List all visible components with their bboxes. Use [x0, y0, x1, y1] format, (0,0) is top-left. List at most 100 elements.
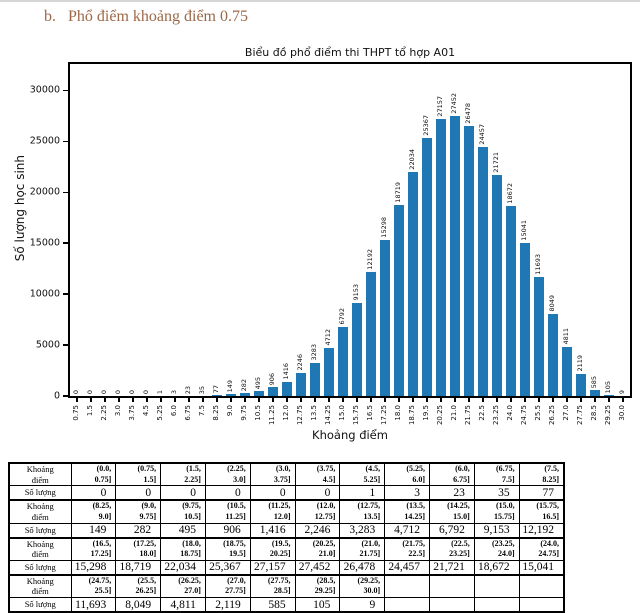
interval-cell: (7.5, 8.25]: [518, 462, 565, 487]
bar: [408, 172, 418, 396]
interval-cell: [518, 573, 565, 598]
count-cell: 3,283: [339, 522, 386, 538]
interval-cell: (3.0, 3.75]: [249, 462, 296, 487]
x-tick-label: 27.0: [562, 405, 570, 421]
count-cell: 282: [115, 522, 162, 538]
x-tick-mark: [132, 398, 134, 402]
bar: [422, 138, 432, 396]
x-tick-label: 2.25: [100, 405, 108, 421]
x-tick-mark: [314, 398, 316, 402]
count-cell: 4,811: [160, 597, 206, 613]
interval-cell: (24.75, 25.5]: [70, 573, 117, 598]
count-cell: 3: [384, 485, 430, 501]
bar-value-label: 77: [212, 384, 220, 393]
count-cell: [429, 597, 475, 613]
bar-value-label: 2119: [576, 355, 584, 372]
x-tick-label: 21.0: [450, 405, 458, 421]
bar-value-label: 3283: [310, 344, 318, 361]
table-row-counts: Số lượng 11,693 8,049 4,811 2,119 585 105 9: [8, 597, 565, 613]
bar: [380, 240, 390, 396]
interval-cell: (16.5, 17.25]: [70, 536, 117, 561]
interval-cell: (24.0, 24.75]: [518, 536, 565, 561]
heading-list-marker: b.: [44, 8, 56, 25]
x-tick-label: 26.25: [548, 405, 556, 426]
y-tick-mark: [63, 395, 68, 397]
count-cell: 0: [70, 485, 117, 501]
interval-cell: (10.5, 11.25]: [204, 499, 251, 524]
interval-cell: [429, 573, 475, 598]
x-tick-mark: [412, 398, 414, 402]
x-tick-label: 20.25: [436, 405, 444, 426]
bar-value-label: 9: [618, 389, 626, 394]
table-row-intervals: Khoảng điểm (16.5, 17.25] (17.25, 18.0] (18…: [8, 536, 565, 561]
interval-cell: (12.75, 13.5]: [339, 499, 386, 524]
interval-cell: (27.0, 27.75]: [204, 573, 251, 598]
y-tick-label: 10000: [29, 288, 60, 300]
count-cell: 585: [249, 597, 296, 613]
count-cell: 9,153: [473, 522, 520, 538]
count-cell: 25,367: [204, 559, 251, 576]
interval-cell: (9.0, 9.75]: [115, 499, 162, 524]
bar-value-label: 15298: [380, 217, 388, 238]
y-tick-label: 5000: [35, 339, 60, 351]
x-tick-label: 30.0: [618, 405, 626, 421]
count-cell: 77: [518, 485, 565, 501]
row-label-cell: Số lượng: [8, 559, 72, 576]
bar-value-label: 149: [226, 379, 234, 392]
screenshot-edge-divider: [0, 0, 640, 2]
x-tick-label: 11.25: [268, 405, 276, 426]
bar-value-label: 0: [128, 389, 136, 394]
x-tick-mark: [118, 398, 120, 402]
bar-value-label: 0: [86, 389, 94, 394]
bar-value-label: 18672: [506, 183, 514, 204]
x-tick-mark: [524, 398, 526, 402]
bar-value-label: 105: [604, 380, 612, 393]
interval-cell: (21.0, 21.75]: [339, 536, 386, 561]
interval-cell: [384, 573, 430, 598]
x-tick-label: 7.5: [198, 405, 206, 417]
row-label-cell: Khoảng điểm: [8, 462, 72, 487]
count-cell: 27,157: [249, 559, 296, 576]
interval-cell: (6.75, 7.5]: [473, 462, 520, 487]
interval-cell: (19.5, 20.25]: [249, 536, 296, 561]
y-tick-mark: [63, 293, 68, 295]
count-cell: 8,049: [115, 597, 162, 613]
x-tick-label: 22.5: [478, 405, 486, 421]
bar: [576, 374, 586, 396]
table-row-intervals: Khoảng điểm (0.0, 0.75] (0.75, 1.5] (1.5, 2…: [8, 462, 565, 487]
x-tick-label: 0.75: [72, 405, 80, 421]
bar: [534, 277, 544, 396]
chart-title: Biểu đồ phổ điểm thi THPT tổ hợp A01: [244, 46, 456, 59]
x-tick-mark: [202, 398, 204, 402]
y-tick-mark: [63, 191, 68, 194]
score-frequency-table: Khoảng điểm (0.0, 0.75] (0.75, 1.5] (1.5, 2…: [8, 462, 565, 613]
x-tick-label: 9.75: [240, 405, 248, 421]
row-label-cell: Khoảng điểm: [8, 499, 72, 524]
count-cell: 22,034: [160, 559, 206, 576]
count-cell: 15,298: [70, 559, 117, 576]
x-tick-mark: [300, 398, 302, 402]
bar-value-label: 0: [100, 389, 108, 394]
bar-value-label: 0: [72, 389, 80, 394]
count-cell: [384, 597, 430, 613]
x-tick-mark: [174, 398, 176, 402]
table-row-intervals: Khoảng điểm (8.25, 9.0] (9.0, 9.75] (9.75, …: [8, 499, 565, 524]
count-cell: 24,457: [384, 559, 430, 576]
x-tick-label: 4.5: [142, 405, 150, 417]
x-tick-mark: [440, 398, 442, 402]
y-tick-label: 0: [53, 390, 60, 402]
interval-cell: (5.25, 6.0]: [384, 462, 430, 487]
x-tick-mark: [244, 398, 246, 402]
x-tick-mark: [258, 398, 260, 402]
x-tick-mark: [454, 398, 456, 402]
interval-cell: (13.5, 14.25]: [384, 499, 430, 524]
x-tick-mark: [552, 398, 554, 402]
bar: [436, 119, 446, 396]
bar: [366, 272, 376, 396]
bar-value-label: 24457: [478, 124, 486, 145]
x-tick-label: 29.25: [604, 405, 612, 426]
x-tick-label: 3.75: [128, 405, 136, 421]
x-tick-mark: [328, 398, 330, 402]
interval-cell: [473, 573, 520, 598]
